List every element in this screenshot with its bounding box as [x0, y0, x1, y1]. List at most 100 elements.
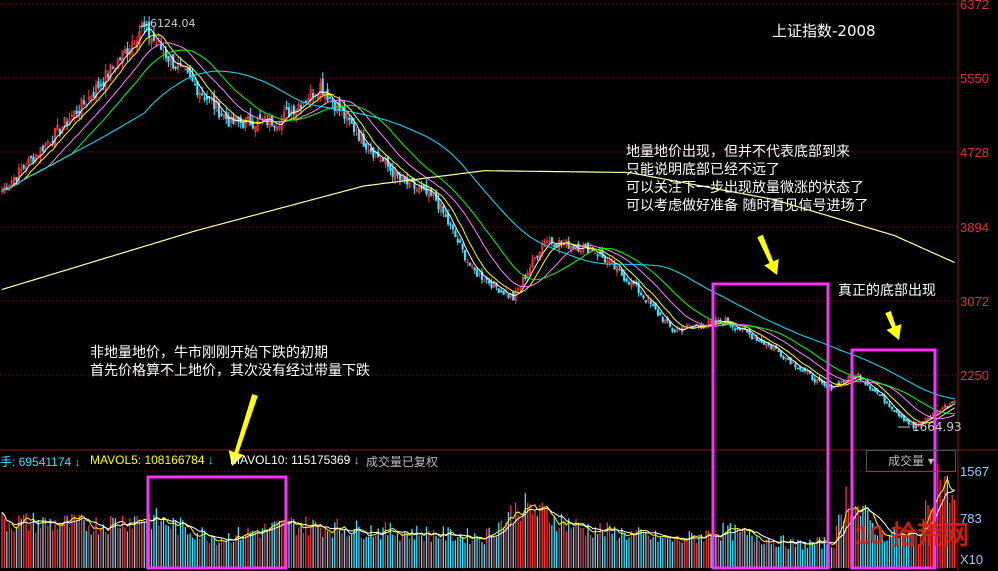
candle	[143, 22, 146, 28]
candle	[217, 102, 221, 118]
candle	[22, 165, 25, 169]
candle	[463, 249, 467, 261]
candle	[87, 96, 90, 101]
candle	[840, 381, 843, 387]
candle	[246, 116, 250, 120]
candle	[321, 78, 324, 95]
candle	[878, 394, 881, 396]
chart-title: 上证指数-2008	[772, 22, 876, 40]
candle	[796, 367, 799, 370]
highlight-box	[146, 475, 288, 570]
candle	[109, 64, 112, 79]
candle	[319, 83, 322, 99]
candle	[343, 105, 346, 119]
candle	[912, 422, 915, 429]
mavol10-value: MAVOL10: 115175369 ↓	[230, 453, 360, 467]
candle	[307, 98, 310, 102]
candle	[473, 267, 476, 271]
candle	[133, 43, 136, 46]
candle	[639, 292, 643, 295]
candle	[869, 386, 872, 390]
candle	[791, 361, 795, 364]
candle	[208, 97, 211, 99]
candle	[618, 268, 621, 271]
candle	[755, 337, 758, 342]
candle	[155, 43, 158, 46]
candle	[384, 158, 387, 165]
candle	[138, 31, 141, 45]
candle	[871, 389, 874, 391]
candle	[888, 403, 891, 408]
candle	[813, 378, 816, 383]
candle	[654, 302, 657, 309]
candle	[140, 23, 143, 28]
candle	[905, 419, 908, 422]
candle	[459, 240, 462, 243]
candle	[475, 269, 479, 277]
candle	[746, 330, 749, 333]
ma30-line	[1, 49, 955, 415]
candle	[203, 97, 206, 100]
candle	[676, 328, 679, 333]
candle	[123, 49, 127, 54]
candle	[357, 129, 361, 141]
candle	[502, 290, 505, 295]
ma60-line	[1, 70, 955, 400]
candle	[943, 404, 947, 409]
candle	[413, 178, 416, 189]
volume-note: 成交量已复权	[366, 455, 439, 469]
candle	[172, 54, 175, 69]
candle	[275, 125, 279, 131]
candle	[799, 366, 802, 370]
candle	[362, 133, 365, 147]
candle	[509, 294, 512, 298]
candle	[372, 148, 375, 158]
candle	[688, 325, 691, 327]
candle	[121, 51, 124, 64]
candle	[437, 197, 440, 210]
candle	[866, 382, 869, 386]
candle	[873, 388, 877, 392]
candle	[620, 269, 623, 276]
candle	[898, 411, 901, 417]
candle	[80, 98, 83, 116]
indicator-select[interactable]: 成交量 ▾	[866, 450, 956, 472]
candle	[210, 99, 213, 101]
price-tick: 3072	[960, 294, 989, 309]
candle	[734, 328, 737, 331]
candle	[603, 257, 607, 263]
volume-value: 手: 69541174 ↓	[0, 455, 81, 469]
candle	[174, 66, 177, 69]
candle	[642, 295, 645, 299]
candle	[389, 164, 392, 171]
candle	[116, 59, 119, 69]
candle	[393, 169, 397, 181]
candle	[777, 349, 780, 353]
candle	[507, 294, 510, 298]
candle	[242, 123, 245, 128]
candle	[186, 67, 189, 73]
candle	[750, 333, 754, 340]
candle	[454, 230, 457, 238]
candle	[292, 105, 295, 115]
price-tick: 2250	[960, 368, 989, 383]
candle	[198, 92, 201, 99]
candle	[885, 401, 889, 404]
candle	[579, 250, 582, 254]
candle	[736, 327, 739, 330]
candle	[816, 378, 819, 383]
candle	[765, 343, 768, 347]
candle	[478, 272, 481, 275]
candle	[647, 298, 650, 301]
candle	[726, 317, 729, 324]
candle	[611, 261, 614, 264]
candle	[483, 280, 486, 283]
price-tick: 4728	[960, 145, 989, 160]
candle	[213, 94, 216, 109]
candle	[461, 243, 464, 250]
candle	[311, 92, 315, 97]
price-tick: 6372	[960, 0, 989, 12]
candle	[415, 188, 418, 192]
candle	[418, 187, 421, 194]
